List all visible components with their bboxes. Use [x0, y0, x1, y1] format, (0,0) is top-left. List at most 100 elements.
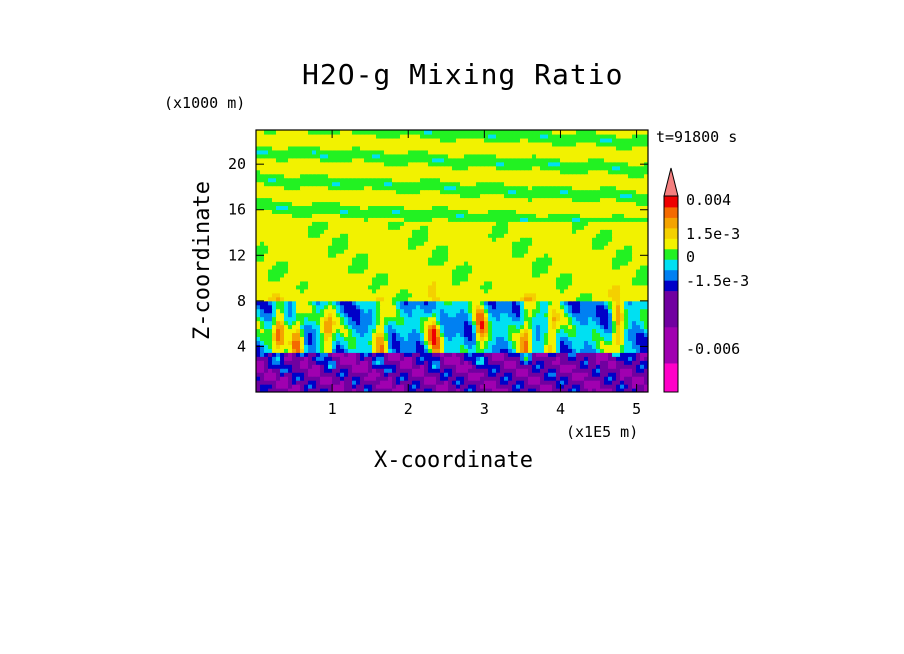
heatmap-cell — [608, 237, 613, 242]
heatmap-cell — [500, 360, 505, 365]
heatmap-cell — [504, 237, 509, 242]
heatmap-cell — [340, 257, 345, 262]
heatmap-cell — [512, 388, 517, 392]
heatmap-cell — [364, 264, 369, 270]
heatmap-cell — [492, 364, 497, 369]
heatmap-cell — [320, 372, 325, 377]
heatmap-cell — [412, 276, 417, 282]
heatmap-cell — [548, 388, 553, 392]
heatmap-cell — [544, 308, 549, 314]
heatmap-cell — [492, 376, 497, 381]
heatmap-cell — [504, 312, 509, 318]
heatmap-cell — [268, 380, 273, 385]
heatmap-cell — [592, 296, 597, 302]
heatmap-cell — [436, 372, 441, 377]
heatmap-cell — [304, 229, 309, 234]
heatmap-cell — [404, 268, 409, 274]
heatmap-cell — [288, 332, 293, 338]
heatmap-cell — [540, 356, 545, 361]
heatmap-cell — [392, 360, 397, 365]
heatmap-cell — [316, 352, 321, 357]
heatmap-cell — [260, 376, 265, 381]
heatmap-cell — [596, 261, 601, 266]
heatmap-cell — [484, 308, 489, 314]
heatmap-cell — [376, 245, 381, 250]
heatmap-cell — [364, 280, 369, 286]
heatmap-cell — [624, 217, 629, 222]
heatmap-cell — [628, 197, 633, 203]
heatmap-cell — [432, 360, 437, 365]
heatmap-cell — [576, 340, 581, 345]
heatmap-cell — [588, 320, 593, 326]
heatmap-cell — [620, 261, 625, 266]
heatmap-cell — [620, 384, 625, 389]
heatmap-cell — [600, 221, 605, 226]
heatmap-cell — [428, 201, 433, 207]
heatmap-cell — [536, 197, 541, 203]
heatmap-cell — [316, 280, 321, 286]
heatmap-cell — [548, 292, 553, 298]
heatmap-cell — [280, 304, 285, 310]
heatmap-cell — [408, 340, 413, 345]
heatmap-cell — [316, 272, 321, 278]
heatmap-cell — [468, 272, 473, 278]
heatmap-cell — [588, 272, 593, 278]
heatmap-cell — [388, 368, 393, 373]
heatmap-cell — [348, 360, 353, 365]
heatmap-cell — [564, 384, 569, 389]
heatmap-cell — [316, 253, 321, 258]
heatmap-cell — [476, 300, 481, 306]
heatmap-cell — [564, 253, 569, 258]
heatmap-cell — [312, 257, 317, 262]
heatmap-cell — [620, 300, 625, 306]
heatmap-cell — [444, 261, 449, 266]
heatmap-cell — [568, 209, 573, 214]
heatmap-cell — [440, 364, 445, 369]
heatmap-cell — [464, 249, 469, 254]
heatmap-cell — [428, 249, 433, 254]
heatmap-cell — [556, 380, 561, 385]
heatmap-cell — [584, 245, 589, 250]
heatmap-cell — [384, 368, 389, 373]
heatmap-cell — [556, 348, 561, 353]
heatmap-cell — [324, 380, 329, 385]
heatmap-cell — [372, 272, 377, 278]
heatmap-cell — [580, 368, 585, 373]
heatmap-cell — [528, 272, 533, 278]
heatmap-cell — [620, 356, 625, 361]
heatmap-cell — [420, 332, 425, 338]
heatmap-cell — [288, 253, 293, 258]
heatmap-cell — [600, 209, 605, 214]
heatmap-cell — [352, 340, 357, 345]
heatmap-cell — [348, 205, 353, 210]
heatmap-cell — [464, 300, 469, 306]
heatmap-cell — [636, 332, 641, 338]
heatmap-cell — [528, 332, 533, 338]
heatmap-cell — [564, 304, 569, 310]
heatmap-cell — [304, 253, 309, 258]
heatmap-cell — [508, 320, 513, 326]
heatmap-cell — [384, 308, 389, 314]
heatmap-cell — [492, 268, 497, 274]
heatmap-cell — [440, 312, 445, 318]
heatmap-cell — [628, 304, 633, 310]
heatmap-cell — [532, 328, 537, 334]
heatmap-cell — [564, 272, 569, 278]
heatmap-cell — [340, 225, 345, 230]
heatmap-cell — [444, 280, 449, 286]
heatmap-cell — [324, 300, 329, 306]
heatmap-cell — [448, 288, 453, 294]
heatmap-cell — [400, 332, 405, 338]
heatmap-cell — [560, 233, 565, 238]
heatmap-cell — [548, 284, 553, 290]
heatmap-cell — [432, 328, 437, 334]
heatmap-cell — [624, 380, 629, 385]
heatmap-cell — [608, 292, 613, 298]
heatmap-cell — [560, 205, 565, 210]
heatmap-cell — [308, 253, 313, 258]
heatmap-cell — [608, 257, 613, 262]
heatmap-cell — [328, 332, 333, 338]
heatmap-cell — [532, 225, 537, 230]
heatmap-cell — [432, 356, 437, 361]
heatmap-cell — [516, 241, 521, 246]
